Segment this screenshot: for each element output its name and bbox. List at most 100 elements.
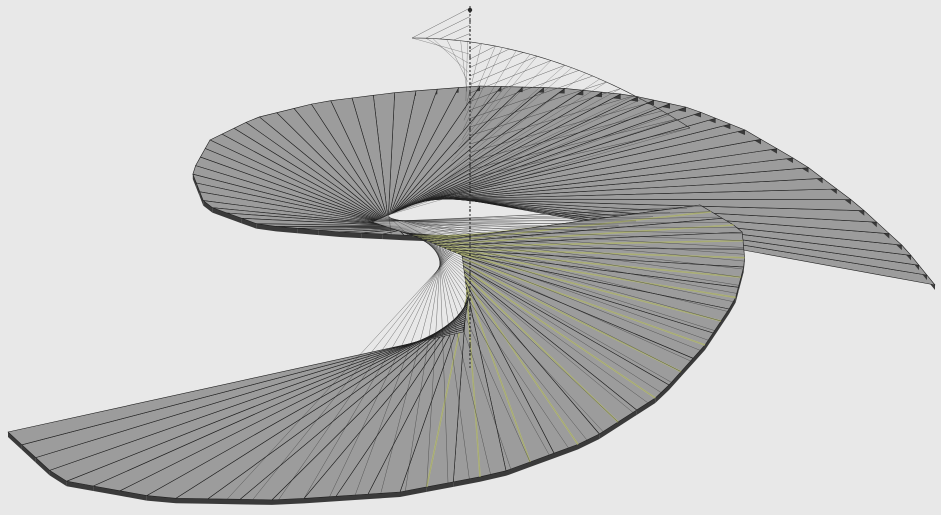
tread-edge (240, 499, 272, 505)
stringer (408, 234, 709, 341)
lattice-strut (454, 56, 538, 155)
tread-edge (276, 226, 298, 234)
stringer (354, 248, 447, 496)
stringer (383, 225, 743, 235)
stringer (381, 225, 739, 228)
top-wireframe (388, 7, 691, 215)
stringer (426, 246, 442, 487)
lattice-strut (397, 114, 670, 212)
lattice-strut (440, 72, 586, 184)
tread-edge (120, 490, 147, 501)
tread (7, 329, 464, 446)
mast-node (469, 281, 471, 283)
riser-highlight (462, 263, 682, 373)
mast-node (469, 182, 471, 184)
lattice-line (469, 75, 593, 119)
tread-edge (272, 498, 304, 505)
mast-node (469, 119, 471, 121)
riser-highlight (465, 289, 481, 477)
mast-node (469, 191, 471, 193)
tread-edge (669, 371, 681, 390)
lattice-strut (432, 38, 469, 73)
tread-edge (8, 432, 22, 450)
stringer (387, 227, 744, 248)
stringer (425, 240, 604, 432)
mast-node (469, 47, 471, 49)
stringer (437, 245, 470, 479)
lattice-strut (425, 38, 469, 64)
mast-node (469, 245, 471, 247)
stringer (227, 251, 455, 500)
stringer (430, 242, 550, 456)
mast-node (469, 200, 471, 202)
mast-node (469, 137, 471, 139)
lattice-strut (388, 127, 691, 215)
tread-edge (227, 213, 242, 224)
riser-highlight (462, 257, 706, 346)
tread-edge (146, 495, 176, 504)
stringer (422, 238, 634, 413)
stringer (393, 228, 744, 270)
riser-highlight (460, 253, 722, 322)
mast-node (469, 317, 471, 319)
mast-node (469, 236, 471, 238)
lattice-strut (409, 99, 642, 205)
stringer (418, 237, 662, 394)
stringer (412, 235, 691, 362)
lattice-strut (428, 81, 607, 193)
center-mast (467, 6, 473, 370)
tread-edge (400, 486, 427, 497)
tread-edge (681, 358, 693, 377)
mast-node (469, 308, 471, 310)
mast-node (469, 164, 471, 166)
lattice-strut (463, 46, 496, 121)
lattice-strut (393, 119, 677, 214)
stringer (401, 231, 734, 303)
stringer (405, 247, 443, 492)
stringer (423, 239, 619, 423)
stringer (438, 245, 449, 483)
mast-node (469, 299, 471, 301)
tread-edge (176, 498, 208, 504)
tread-edge (480, 470, 506, 482)
stringer (329, 249, 448, 497)
lattice-line (469, 52, 524, 77)
mast-node (469, 353, 471, 355)
stringer (378, 216, 721, 225)
lattice-line (469, 95, 635, 145)
mast-node (469, 65, 471, 67)
lattice-strut (444, 67, 572, 176)
lattice-strut (464, 43, 482, 111)
stringer (391, 228, 745, 262)
tread-edge (426, 481, 454, 492)
stringer (303, 249, 450, 499)
lattice-line (453, 33, 471, 41)
stringer (395, 229, 742, 278)
mast-tip (467, 7, 473, 13)
lattice-line (469, 60, 552, 94)
mast-node (469, 74, 471, 76)
tread-edge (93, 486, 120, 496)
mast-node (469, 128, 471, 130)
lattice-strut (451, 60, 552, 162)
stringer (374, 206, 703, 223)
lattice-strut (462, 47, 503, 131)
lattice-line (469, 48, 510, 68)
lattice-line (439, 24, 471, 40)
stringer (435, 244, 491, 475)
lattice-line (469, 127, 691, 179)
tread-edge (636, 398, 656, 415)
lattice-line (469, 88, 621, 136)
tread-edge (721, 309, 729, 326)
lattice-strut (447, 65, 566, 169)
riser-highlight (446, 247, 745, 259)
riser-highlight (465, 284, 531, 463)
mast-node (469, 155, 471, 157)
lattice-strut (461, 50, 517, 140)
stringer-lines (227, 206, 745, 501)
lattice-line (469, 45, 496, 60)
stringer (380, 247, 445, 494)
tread-edge (199, 191, 204, 206)
